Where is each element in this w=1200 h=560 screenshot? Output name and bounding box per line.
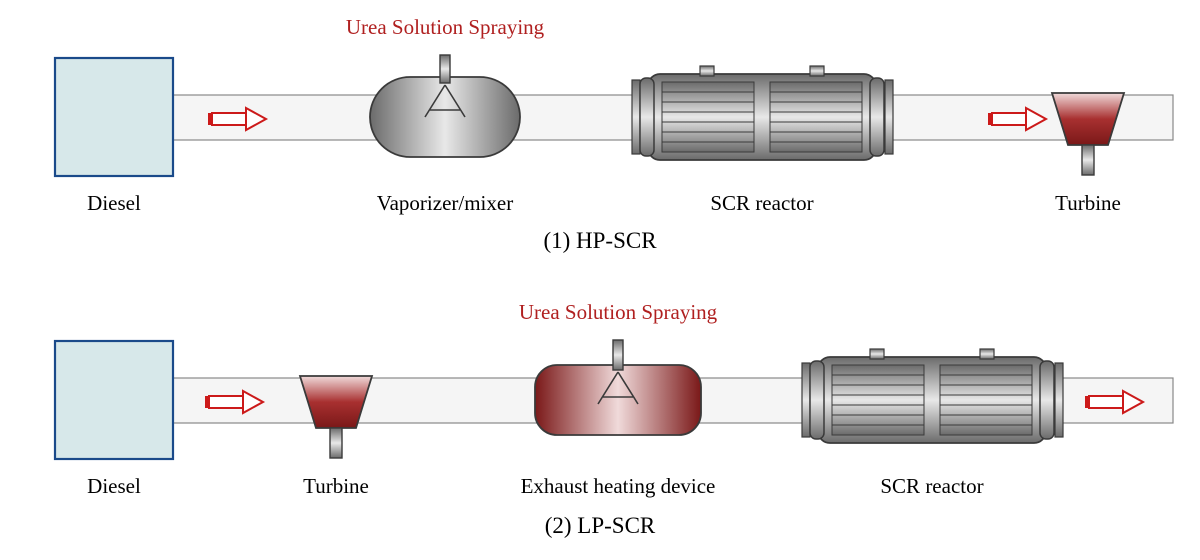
heater-label: Exhaust heating device: [521, 474, 716, 498]
subtitle-hp: (1) HP-SCR: [543, 228, 657, 253]
diesel-box: [55, 58, 173, 176]
scr-label: SCR reactor: [880, 474, 983, 498]
turbine-label: Turbine: [1055, 191, 1121, 215]
spray-label: Urea Solution Spraying: [519, 300, 718, 324]
exhaust-heating-device: [535, 340, 701, 435]
diesel-box: [55, 341, 173, 459]
subtitle-lp: (2) LP-SCR: [545, 513, 656, 538]
row-hp-scr: Diesel Vaporizer/mixer: [55, 15, 1173, 253]
turbine-label: Turbine: [303, 474, 369, 498]
scr-diagram: Diesel Vaporizer/mixer: [0, 0, 1200, 560]
vaporizer-mixer: [370, 55, 520, 157]
spray-nozzle: [613, 340, 623, 370]
vaporizer-label: Vaporizer/mixer: [377, 191, 513, 215]
diesel-label: Diesel: [87, 474, 141, 498]
spray-nozzle: [440, 55, 450, 83]
scr-reactor: [802, 349, 1063, 443]
diesel-label: Diesel: [87, 191, 141, 215]
row-lp-scr: Diesel Turbine Exhaust heating device: [55, 300, 1173, 538]
scr-reactor: [632, 66, 893, 160]
scr-label: SCR reactor: [710, 191, 813, 215]
spray-label: Urea Solution Spraying: [346, 15, 545, 39]
